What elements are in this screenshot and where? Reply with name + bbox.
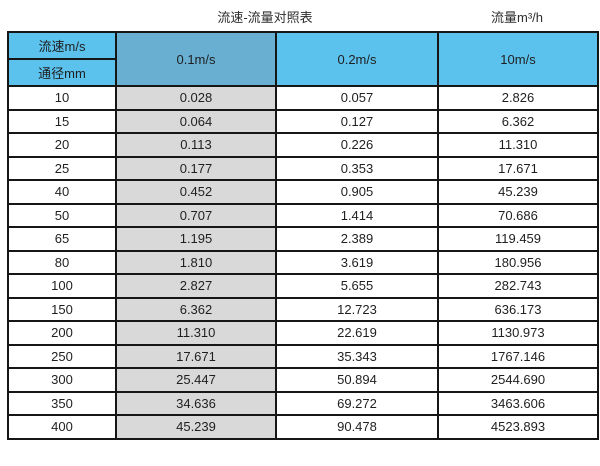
diameter-cell: 50 [7,202,117,228]
flow-cell-10: 11.310 [437,132,599,158]
flow-cell-0.2: 5.655 [275,273,439,299]
flow-cell-10: 180.956 [437,249,599,275]
table-row: 15 0.064 0.127 6.362 [7,108,599,134]
table-row: 50 0.707 1.414 70.686 [7,202,599,228]
flow-cell-0.1: 45.239 [115,414,277,440]
flow-cell-10: 45.239 [437,179,599,205]
flow-cell-0.1: 1.810 [115,249,277,275]
diameter-cell: 150 [7,296,117,322]
corner-diameter-label: 通径mm [7,58,117,87]
titlebar: 流速-流量对照表 流量m³/h [0,0,600,30]
diameter-cell: 20 [7,132,117,158]
header-row-top: 流速m/s 0.1m/s 0.2m/s 10m/s [7,31,599,87]
table-row: 150 6.362 12.723 636.173 [7,296,599,322]
diameter-cell: 25 [7,155,117,181]
table-row: 300 25.447 50.894 2544.690 [7,367,599,393]
flow-cell-10: 70.686 [437,202,599,228]
table-row: 25 0.177 0.353 17.671 [7,155,599,181]
diameter-cell: 300 [7,367,117,393]
flow-cell-0.2: 0.353 [275,155,439,181]
diameter-cell: 10 [7,85,117,111]
table-row: 80 1.810 3.619 180.956 [7,249,599,275]
flow-cell-10: 17.671 [437,155,599,181]
flow-cell-10: 1767.146 [437,343,599,369]
flow-cell-0.1: 0.028 [115,85,277,111]
flow-cell-0.2: 3.619 [275,249,439,275]
flow-cell-0.2: 50.894 [275,367,439,393]
flow-cell-10: 1130.973 [437,320,599,346]
flow-cell-0.1: 2.827 [115,273,277,299]
flow-velocity-table: 流速m/s 0.1m/s 0.2m/s 10m/s 通径mm 10 0.028 … [7,31,599,440]
diameter-cell: 40 [7,179,117,205]
corner-velocity-label: 流速m/s [7,31,117,60]
table-row: 200 11.310 22.619 1130.973 [7,320,599,346]
flow-cell-0.1: 0.113 [115,132,277,158]
column-header-10ms: 10m/s [437,31,599,87]
flow-cell-0.1: 6.362 [115,296,277,322]
header-row-bottom: 通径mm [7,58,598,87]
flow-cell-0.1: 0.452 [115,179,277,205]
flow-cell-0.2: 12.723 [275,296,439,322]
diameter-cell: 15 [7,108,117,134]
diameter-cell: 100 [7,273,117,299]
flow-cell-0.2: 69.272 [275,390,439,416]
table-row: 65 1.195 2.389 119.459 [7,226,599,252]
flow-cell-10: 3463.606 [437,390,599,416]
table-row: 350 34.636 69.272 3463.606 [7,390,599,416]
diameter-cell: 65 [7,226,117,252]
diameter-cell: 200 [7,320,117,346]
flow-cell-0.2: 2.389 [275,226,439,252]
flow-cell-0.2: 35.343 [275,343,439,369]
flow-cell-10: 6.362 [437,108,599,134]
table-row: 40 0.452 0.905 45.239 [7,179,599,205]
flow-cell-0.2: 0.226 [275,132,439,158]
flow-cell-0.1: 0.177 [115,155,277,181]
table-row: 250 17.671 35.343 1767.146 [7,343,599,369]
flow-cell-0.1: 34.636 [115,390,277,416]
flow-cell-10: 2544.690 [437,367,599,393]
diameter-cell: 400 [7,414,117,440]
table-row: 10 0.028 0.057 2.826 [7,85,599,111]
flow-cell-0.1: 25.447 [115,367,277,393]
flow-cell-0.1: 0.707 [115,202,277,228]
column-header-0.1ms: 0.1m/s [115,31,277,87]
flow-cell-0.2: 1.414 [275,202,439,228]
flow-cell-0.1: 0.064 [115,108,277,134]
diameter-cell: 80 [7,249,117,275]
table-row: 400 45.239 90.478 4523.893 [7,414,599,440]
flow-cell-0.1: 17.671 [115,343,277,369]
flow-cell-0.1: 1.195 [115,226,277,252]
flow-cell-0.2: 90.478 [275,414,439,440]
diameter-cell: 250 [7,343,117,369]
flow-cell-0.1: 11.310 [115,320,277,346]
flow-cell-10: 119.459 [437,226,599,252]
flow-cell-0.2: 0.127 [275,108,439,134]
flow-cell-10: 2.826 [437,85,599,111]
table-row: 100 2.827 5.655 282.743 [7,273,599,299]
flow-cell-10: 282.743 [437,273,599,299]
column-header-0.2ms: 0.2m/s [275,31,439,87]
flow-cell-10: 636.173 [437,296,599,322]
table-row: 20 0.113 0.226 11.310 [7,132,599,158]
flow-cell-0.2: 0.905 [275,179,439,205]
flow-cell-0.2: 22.619 [275,320,439,346]
diameter-cell: 350 [7,390,117,416]
flow-cell-10: 4523.893 [437,414,599,440]
flow-unit-label: 流量m³/h [490,10,544,25]
flow-cell-0.2: 0.057 [275,85,439,111]
table-title: 流速-流量对照表 [217,10,313,25]
